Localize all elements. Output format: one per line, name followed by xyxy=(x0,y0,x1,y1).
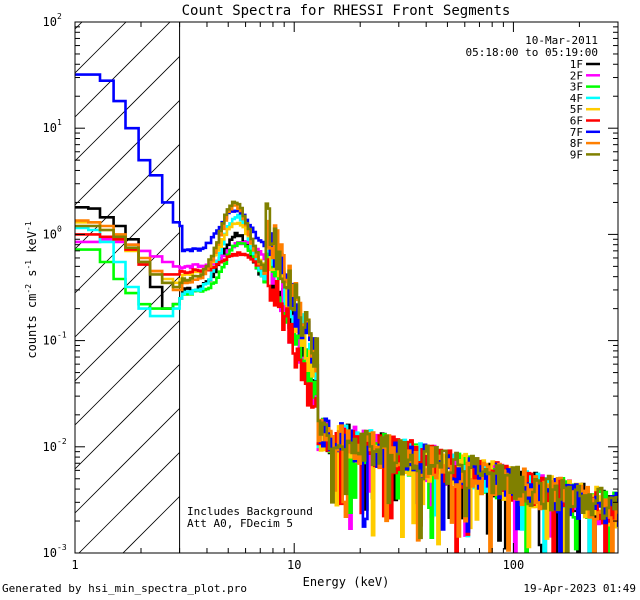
hatch-line xyxy=(75,22,127,74)
series-line-8F xyxy=(75,204,618,553)
y-tick-exponent: 1 xyxy=(57,118,62,127)
y-label-part: counts cm xyxy=(25,294,39,359)
excluded-region-hatch xyxy=(75,22,180,553)
y-tick-label: 10 xyxy=(43,334,57,348)
y-tick-exponent: 0 xyxy=(57,224,62,233)
y-tick-label: 10 xyxy=(43,15,57,29)
footer-timestamp: 19-Apr-2023 01:49 xyxy=(523,582,636,595)
legend-label-8F: 8F xyxy=(570,137,583,150)
legend-label-4F: 4F xyxy=(570,92,583,105)
y-tick-exponent: -3 xyxy=(57,543,67,552)
y-axis-label: counts cm-2 s-1 keV-1 xyxy=(24,221,39,358)
y-label-part: -1 xyxy=(24,260,33,270)
x-tick-labels: 1 10 100 xyxy=(71,558,524,572)
y-tick-label: 10 xyxy=(43,227,57,241)
y-tick-exponent: -1 xyxy=(57,331,67,340)
annotation-attenuator: Att A0, FDecim 5 xyxy=(187,517,293,530)
date-label: 10-Mar-2011 xyxy=(525,34,598,47)
annotation-background: Includes Background xyxy=(187,505,313,518)
hatch-line xyxy=(75,22,171,118)
y-label-part: s xyxy=(25,270,39,284)
footer-generated: Generated by hsi_min_spectra_plot.pro xyxy=(2,582,248,595)
plot-frame xyxy=(74,21,619,554)
y-tick-exponent: 2 xyxy=(57,12,62,21)
x-tick-label: 1 xyxy=(71,558,78,572)
legend-label-2F: 2F xyxy=(570,69,583,82)
hatch-line xyxy=(75,408,180,514)
hatch-line xyxy=(78,452,180,553)
y-label-part: -2 xyxy=(24,284,33,294)
y-tick-label: 10 xyxy=(43,546,57,560)
hatch-line xyxy=(75,364,180,470)
y-tick-label: 10 xyxy=(43,121,57,135)
series-line-3F xyxy=(75,241,618,553)
legend-label-6F: 6F xyxy=(570,115,583,128)
legend-label-7F: 7F xyxy=(570,126,583,139)
y-label-part: -1 xyxy=(24,221,33,231)
hatch-line xyxy=(75,22,83,30)
legend-label-5F: 5F xyxy=(570,103,583,116)
x-axis-label: Energy (keV) xyxy=(303,575,390,589)
x-tick-label: 10 xyxy=(287,558,301,572)
legend-label-1F: 1F xyxy=(570,58,583,71)
y-tick-exponent: -2 xyxy=(57,437,67,446)
legend-label-9F: 9F xyxy=(570,148,583,161)
hatch-line xyxy=(75,56,180,162)
hatch-line xyxy=(75,320,180,426)
legend-label-3F: 3F xyxy=(570,81,583,94)
series-line-2F xyxy=(75,238,618,553)
hatch-line xyxy=(75,144,180,250)
series-lines xyxy=(75,73,618,553)
axis-ticks xyxy=(74,22,619,554)
series-line-1F xyxy=(75,206,618,553)
chart-title: Count Spectra for RHESSI Front Segments xyxy=(182,3,511,19)
hatch-line xyxy=(122,496,180,553)
hatch-line xyxy=(75,100,180,206)
x-tick-label: 100 xyxy=(503,558,525,572)
series-line-9F xyxy=(75,200,618,553)
y-label-part: keV xyxy=(25,231,39,260)
y-tick-label: 10 xyxy=(43,440,57,454)
time-range-label: 05:18:00 to 05:19:00 xyxy=(466,46,598,59)
hatch-line xyxy=(75,188,180,294)
hatch-line xyxy=(75,232,180,338)
